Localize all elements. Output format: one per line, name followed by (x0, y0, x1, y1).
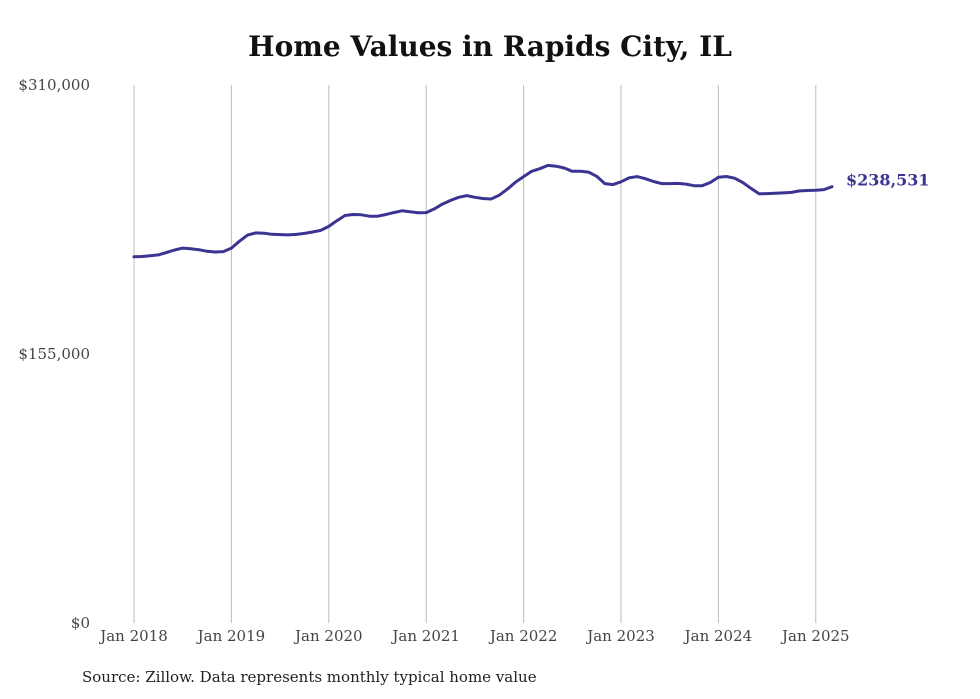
x-tick-label: Jan 2018 (98, 627, 168, 645)
x-axis-ticks: Jan 2018 Jan 2019 Jan 2020 Jan 2021 Jan 2022… (98, 627, 849, 645)
x-tick-label: Jan 2025 (780, 627, 850, 645)
x-tick-label: Jan 2022 (488, 627, 558, 645)
x-tick-label: Jan 2023 (585, 627, 655, 645)
x-tick-label: Jan 2020 (293, 627, 363, 645)
source-note: Source: Zillow. Data represents monthly … (82, 668, 537, 686)
y-tick-label: $310,000 (18, 76, 90, 94)
gridlines (133, 85, 817, 623)
x-tick-label: Jan 2024 (683, 627, 753, 645)
last-value-label: $238,531 (846, 171, 930, 190)
y-axis-ticks: $310,000 $155,000 $0 (18, 76, 90, 632)
x-tick-label: Jan 2019 (196, 627, 266, 645)
chart-title: Home Values in Rapids City, IL (248, 30, 732, 63)
x-tick-label: Jan 2021 (390, 627, 460, 645)
y-tick-label: $0 (71, 614, 90, 632)
series-line (132, 163, 834, 259)
y-tick-label: $155,000 (18, 345, 90, 363)
